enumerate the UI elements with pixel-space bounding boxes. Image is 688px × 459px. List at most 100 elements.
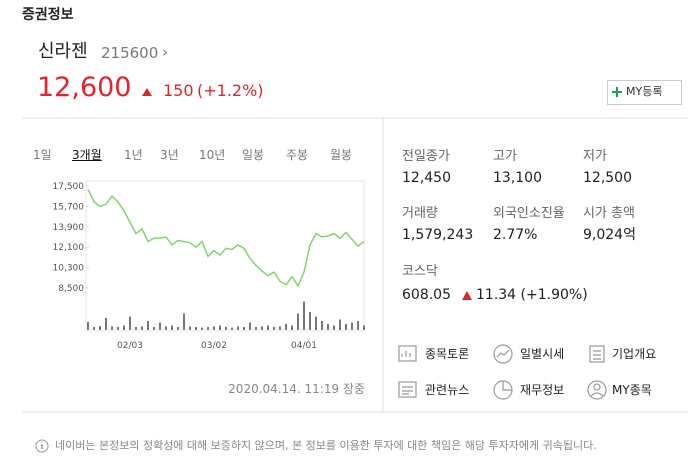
link[interactable]: 기업개요 (612, 347, 657, 361)
chart-tab[interactable]: 1년 (124, 148, 143, 162)
volume-bar (357, 321, 359, 330)
volume-bar (201, 327, 203, 330)
volume-bar (165, 326, 167, 330)
change: 150 (163, 81, 194, 100)
quote-label: 거래량 (402, 206, 438, 221)
volume-bar (87, 321, 89, 330)
chevron: › (162, 43, 168, 61)
quote-label: 전일종가 (402, 149, 450, 164)
disclaimer: 네이버는 본정보의 정확성에 대해 보증하지 않으며, 본 정보를 이용한 투자… (55, 439, 597, 452)
volume-bar (303, 301, 305, 330)
volume-bar (273, 327, 275, 330)
quote-value: 1,579,243 (402, 227, 474, 243)
plus-icon (612, 87, 622, 97)
volume-bar (261, 326, 263, 330)
link[interactable]: 재무정보 (520, 383, 565, 397)
volume-bar (147, 321, 149, 330)
volume-bar (171, 325, 173, 330)
volume-bar (297, 313, 299, 330)
change-pct: (+1.2%) (197, 81, 264, 100)
timestamp: 2020.04.14. 11:19 장중 (228, 382, 365, 396)
x-tick-label: 03/02 (201, 341, 227, 351)
quote-label: 저가 (583, 149, 607, 164)
link[interactable]: 일별시세 (520, 347, 565, 361)
volume-bar (345, 324, 347, 330)
volume-bar (123, 325, 125, 330)
quote-value: 2.77% (493, 227, 538, 243)
stock-name: 신라젠 (38, 41, 88, 62)
up-arrow (462, 291, 472, 300)
volume-bar (309, 312, 311, 330)
volume-bar (327, 324, 329, 330)
quote-label: 고가 (493, 149, 517, 164)
info-icon (35, 439, 49, 453)
header-title: 증권정보 (22, 7, 74, 23)
volume-bar (93, 327, 95, 330)
volume-bar (159, 322, 161, 330)
volume-bar (315, 316, 317, 330)
volume-bar (225, 327, 227, 330)
volume-bar (213, 326, 215, 330)
y-tick-label: 10,300 (53, 264, 85, 274)
link[interactable]: MY종목 (612, 383, 652, 397)
volume-bar (183, 313, 185, 330)
volume-bar (279, 326, 281, 330)
volume-bar (321, 321, 323, 330)
volume-bar (105, 318, 107, 330)
volume-bar (231, 327, 233, 330)
quote-value: 12,500 (583, 170, 632, 186)
volume-bar (351, 322, 353, 330)
y-tick-label: 12,100 (53, 243, 85, 253)
chart-tab[interactable]: 1일 (33, 148, 52, 162)
volume-bar (333, 325, 335, 330)
y-tick-label: 17,500 (53, 182, 85, 192)
volume-bar (177, 327, 179, 330)
chart-tab[interactable]: 3년 (160, 148, 179, 162)
y-tick-label: 13,900 (53, 223, 85, 233)
chart-tab[interactable]: 주봉 (286, 148, 309, 162)
volume-bar (207, 327, 209, 330)
volume-bar (243, 327, 245, 330)
index-value: 608.05 (402, 287, 451, 303)
volume-bar (117, 327, 119, 330)
price-line (87, 189, 365, 288)
stock-code[interactable]: 215600 (101, 44, 159, 62)
link-icons (398, 344, 607, 400)
volume-bar (219, 325, 221, 330)
volume-bar (135, 327, 137, 330)
link[interactable]: 종목토론 (425, 347, 470, 361)
volume-bar (129, 316, 131, 330)
chart-tab[interactable]: 10년 (199, 148, 226, 162)
volume-bar (291, 325, 293, 330)
volume-bar (195, 327, 197, 330)
volume-bar (99, 326, 101, 330)
chart-tab[interactable]: 일봉 (242, 148, 265, 162)
volume-bar (249, 322, 251, 330)
x-tick-label: 02/03 (117, 341, 143, 351)
quote-value: 12,450 (402, 170, 451, 186)
up-arrow (142, 88, 152, 96)
quote-label: 외국인소진율 (493, 206, 565, 221)
volume-bar (189, 326, 191, 330)
volume-bar (267, 325, 269, 330)
volume-bar (339, 319, 341, 330)
x-tick-label: 04/01 (291, 341, 317, 351)
chart-tab[interactable]: 월봉 (330, 148, 353, 162)
quote-value: 13,100 (493, 170, 542, 186)
volume-bar (237, 326, 239, 330)
chart-tab[interactable]: 3개월 (72, 148, 102, 162)
volume-bar (363, 325, 365, 330)
link[interactable]: 관련뉴스 (425, 383, 470, 397)
y-tick-label: 8,500 (58, 284, 84, 294)
chart-frame (85, 180, 365, 332)
quote-value: 9,024억 (583, 227, 636, 243)
volume-bar (153, 327, 155, 330)
my-button[interactable]: MY등록 (626, 85, 663, 98)
quote-label: 시가 총액 (583, 206, 635, 221)
quote-label: 코스닥 (402, 264, 438, 279)
volume-bar (255, 327, 257, 330)
volume-bar (111, 326, 113, 330)
y-tick-label: 15,700 (53, 202, 85, 212)
